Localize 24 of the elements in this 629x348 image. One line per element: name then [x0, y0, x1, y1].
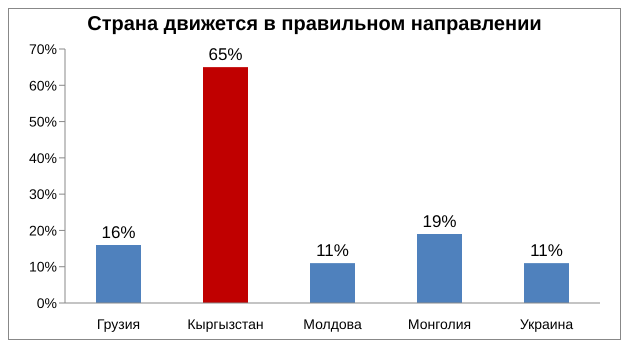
- y-tick-label: 10%: [28, 258, 57, 275]
- x-tick-label: Грузия: [96, 316, 140, 332]
- x-tick-label: Молдова: [303, 316, 362, 332]
- data-label: 11%: [530, 241, 563, 260]
- data-label: 16%: [101, 222, 136, 242]
- x-tick-label: Монголия: [408, 316, 472, 332]
- y-tick-label: 0%: [36, 294, 57, 311]
- x-tick-label: Украина: [520, 316, 574, 332]
- y-tick-label: 40%: [28, 150, 57, 166]
- bar: [310, 263, 355, 303]
- bar: [524, 263, 569, 303]
- data-label: 19%: [422, 212, 457, 232]
- y-tick-label: 20%: [28, 222, 57, 238]
- y-tick-label: 70%: [28, 40, 57, 57]
- bar: [203, 67, 248, 303]
- bar: [417, 234, 462, 303]
- chart-title: Страна движется в правильном направлении: [86, 13, 543, 37]
- x-tick-label: Кыргызстан: [187, 316, 264, 332]
- y-tick-label: 50%: [28, 114, 57, 130]
- data-label: 11%: [316, 241, 349, 260]
- y-tick-label: 30%: [28, 186, 57, 202]
- data-label: 65%: [208, 45, 243, 64]
- y-tick-label: 60%: [28, 77, 57, 94]
- bar: [96, 244, 141, 303]
